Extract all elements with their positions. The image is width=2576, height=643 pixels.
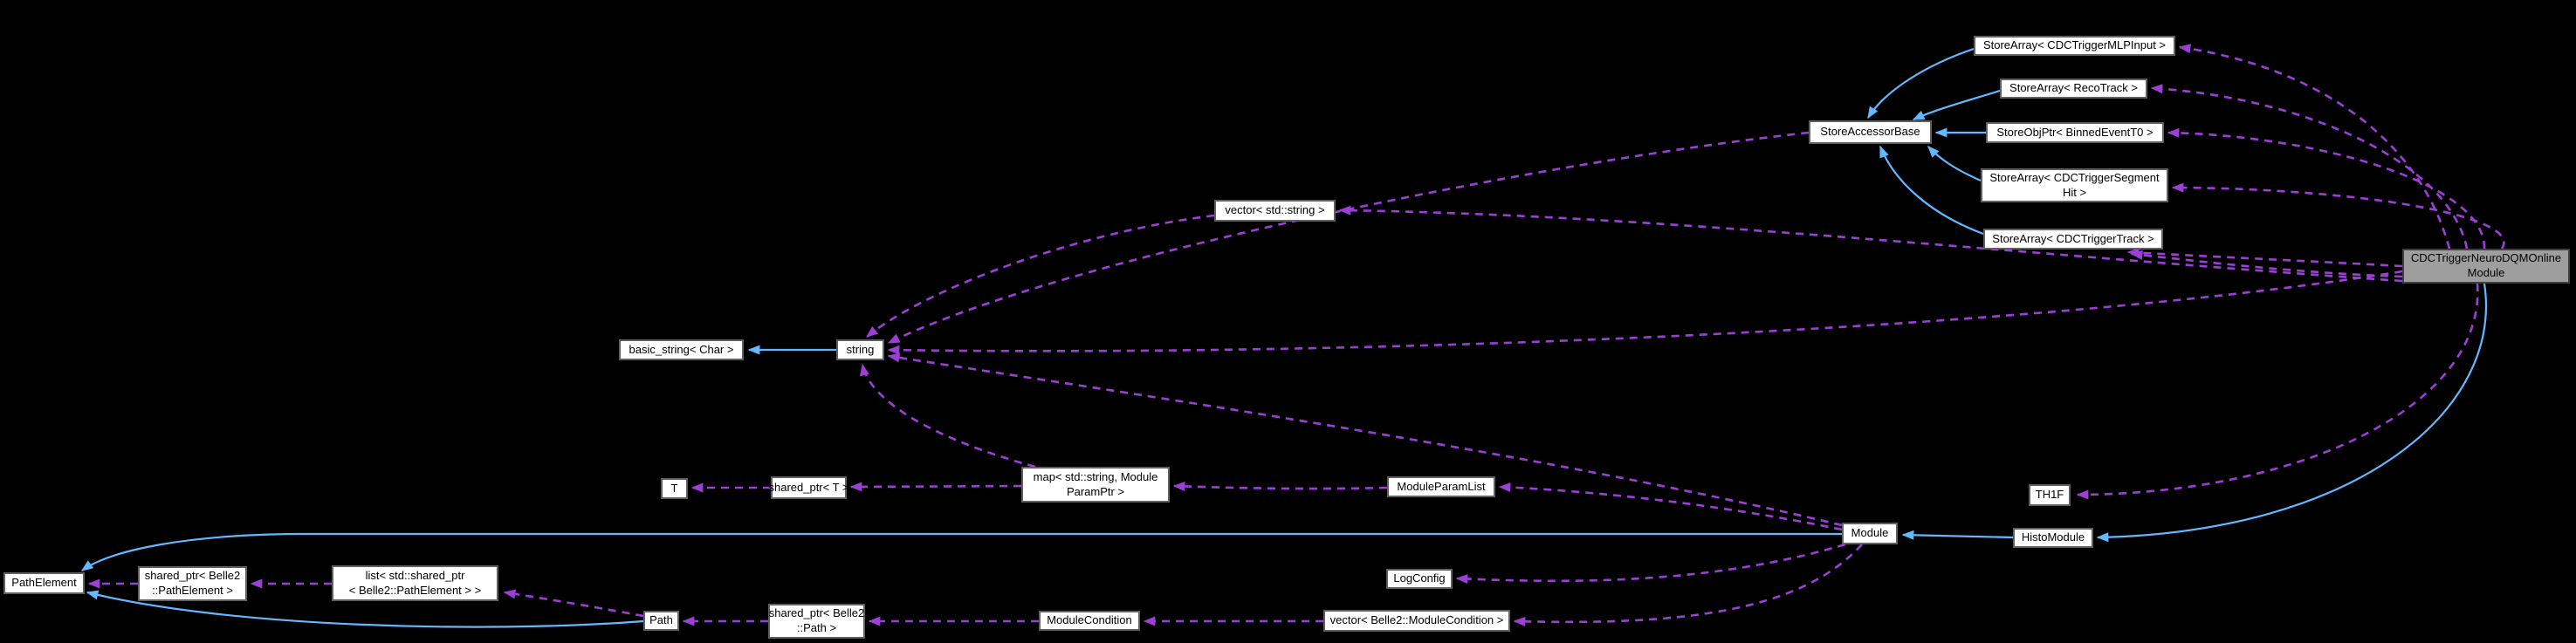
- node-module[interactable]: Module: [1842, 523, 1898, 544]
- edge-use-main-cdctriggertrack-2: [2130, 250, 2403, 278]
- edge-use-main-th1f: [2076, 283, 2479, 500]
- node-moduleparamlist[interactable]: ModuleParamList: [1387, 476, 1495, 497]
- edge-inherit-cdctriggertrack-storeaccessorbase: [1879, 145, 1984, 236]
- edge-use-main-binnedeventt0: [2167, 127, 2486, 250]
- node-vector-belle2-modulecondition[interactable]: vector< Belle2::ModuleCondition >: [1323, 610, 1510, 632]
- edge-use-main-mlpinput: [2178, 44, 2451, 250]
- node-pathelement[interactable]: PathElement: [3, 572, 85, 594]
- node-storeaccessorbase[interactable]: StoreAccessorBase: [1809, 120, 1932, 144]
- node-storearray-cdctriggertrack[interactable]: StoreArray< CDCTriggerTrack >: [1983, 229, 2163, 250]
- edge-use-module-string: [887, 352, 1843, 527]
- node-map-std-string-moduleparamptr[interactable]: map< std::string, Module ParamPtr >: [1021, 467, 1170, 503]
- edge-inherit-recotrack-storeaccessorbase: [1912, 89, 2001, 121]
- node-storearray-recotrack[interactable]: StoreArray< RecoTrack >: [2000, 79, 2147, 99]
- edge-use-module-moduleparamlist: [1498, 482, 1843, 531]
- edge-inherit-histomodule-module: [1901, 530, 2014, 540]
- node-storeobjptr-binnedeventt0[interactable]: StoreObjPtr< BinnedEventT0 >: [1986, 122, 2164, 143]
- edge-use-moduleparamlist-map: [1172, 481, 1388, 491]
- edge-inherit-mlpinput-storeaccessorbase: [1867, 47, 1975, 120]
- edge-inherit-path-pathelement: [86, 590, 644, 628]
- node-modulecondition[interactable]: ModuleCondition: [1039, 611, 1140, 631]
- node-storearray-cdctriggermlpinput[interactable]: StoreArray< CDCTriggerMLPInput >: [1974, 36, 2175, 56]
- node-vector-std-string[interactable]: vector< std::string >: [1214, 200, 1336, 222]
- edge-use-module-vectormodulecondition: [1513, 544, 1863, 626]
- edge-inherit-segmenthit-storeaccessorbase: [1927, 145, 1982, 182]
- node-basic-string-char[interactable]: basic_string< Char >: [619, 339, 744, 360]
- edge-use-main-vectorstring: [1338, 205, 2403, 283]
- edge-use-main-recotrack: [2150, 84, 2469, 250]
- edge-use-path-listsharedptr: [503, 589, 644, 618]
- edge-use-vectorstring-string: [865, 214, 1215, 339]
- node-storearray-cdctriggersegmenthit[interactable]: StoreArray< CDCTriggerSegment Hit >: [1981, 168, 2168, 202]
- edge-use-storeaccessorbase-string: [887, 131, 1810, 345]
- node-shared-ptr-belle2-pathelement[interactable]: shared_ptr< Belle2::PathElement >: [138, 566, 247, 601]
- edge-use-map-sharedptrt: [849, 482, 1022, 492]
- node-cdctriggerneurodqmonlinemodule[interactable]: CDCTriggerNeuroDQMOnline Module: [2402, 249, 2570, 284]
- node-th1f[interactable]: TH1F: [2029, 484, 2071, 506]
- edge-use-module-logconfig: [1455, 543, 1846, 585]
- node-string[interactable]: string: [836, 339, 884, 360]
- edge-use-main-cdctriggertrack-1: [2126, 248, 2403, 268]
- node-shared-ptr-t[interactable]: shared_ptr< T >: [768, 476, 849, 499]
- node-list-std-shared-ptr-belle2-pathelement[interactable]: list< std::shared_ptr < Belle2::PathEleme…: [332, 565, 498, 601]
- edge-use-main-segmenthit: [2171, 182, 2505, 250]
- node-shared-ptr-belle2-path[interactable]: shared_ptr< Belle2::Path >: [768, 604, 865, 639]
- edge-inherit-module-pathelement: [80, 532, 1842, 571]
- edge-inherit-main-histomodule: [2096, 283, 2487, 543]
- edge-use-map-string: [860, 363, 1036, 469]
- node-histomodule[interactable]: HistoModule: [2013, 528, 2093, 548]
- node-logconfig[interactable]: LogConfig: [1386, 569, 1453, 589]
- node-path[interactable]: Path: [643, 611, 679, 631]
- edge-use-main-string: [887, 270, 2403, 355]
- node-t[interactable]: T: [661, 478, 688, 499]
